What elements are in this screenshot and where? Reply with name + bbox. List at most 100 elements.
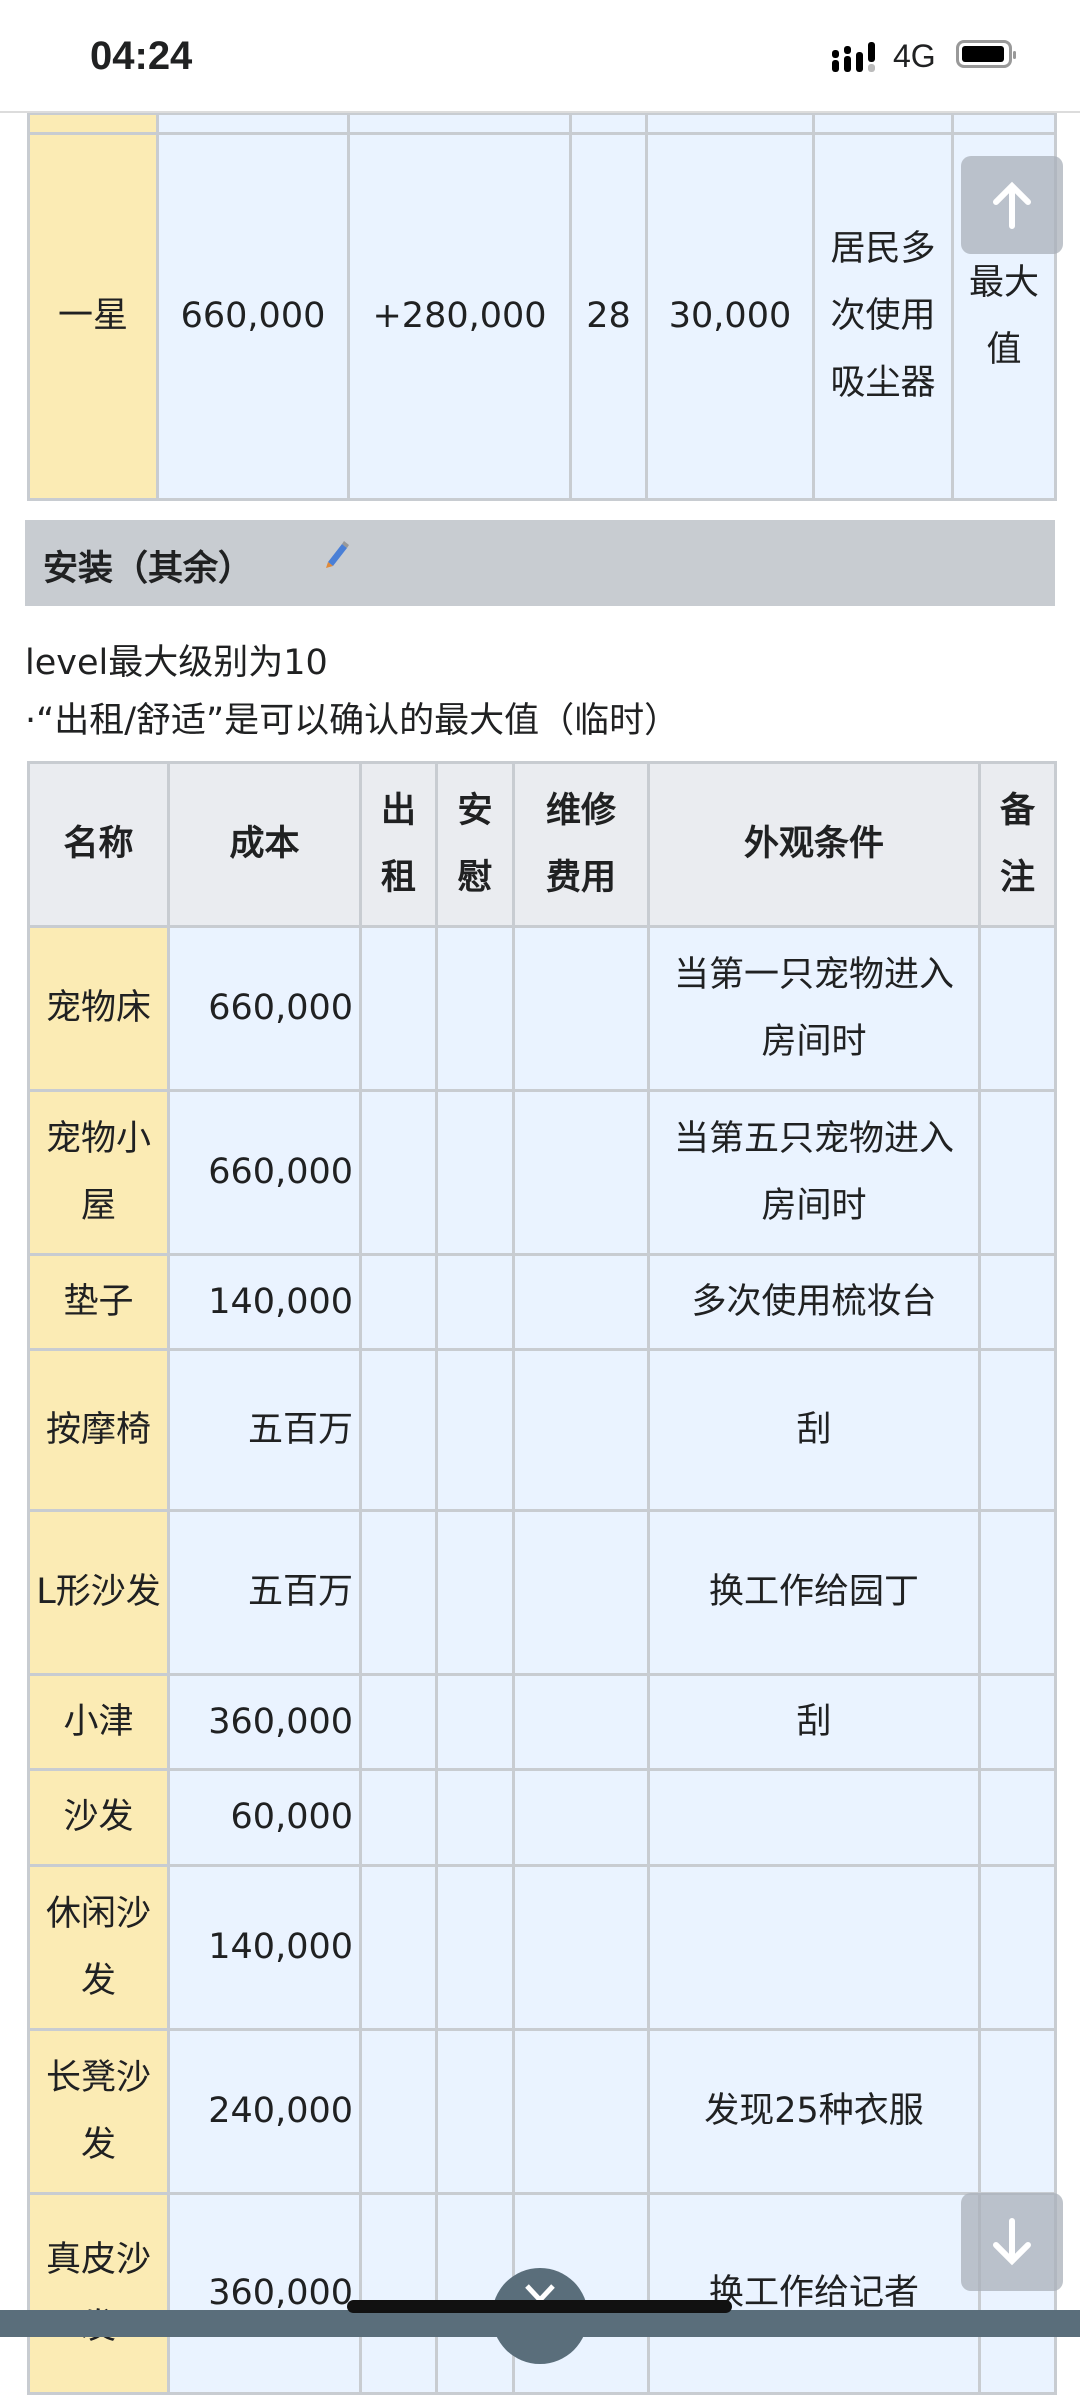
value-cell: 28 [569,132,648,501]
cost-cell: 360,000 [167,1673,362,1771]
table-row: 宠物小屋 660,000 当第五只宠物进入房间时 [27,1089,1057,1256]
rent-cell [359,1768,438,1867]
upkeep-cell [512,1348,650,1512]
table-row: 垫子 140,000 多次使用梳妆台 [27,1253,1057,1351]
cost-cell: 660,000 [167,925,362,1092]
condition-cell: 换工作给园丁 [647,1509,981,1676]
rent-cell [359,1673,438,1771]
cost-cell: 240,000 [167,2028,362,2195]
scroll-up-button[interactable] [961,156,1063,254]
upkeep-cell [512,925,650,1092]
name-cell: 垫子 [27,1253,170,1351]
rent-cell [359,1089,438,1256]
status-bar: 04:24 4G [0,0,1080,113]
condition-cell: 换工作给记者 [647,2192,981,2395]
comfort-cell [435,1089,515,1256]
name-cell: L形沙发 [27,1509,170,1676]
name-cell [27,112,159,135]
name-cell: 小津 [27,1673,170,1771]
scroll-down-button[interactable] [961,2193,1063,2291]
comfort-cell [435,1864,515,2031]
table-row: 宠物床 660,000 当第一只宠物进入房间时 [27,925,1057,1092]
cost-cell: 140,000 [167,1864,362,2031]
section-title: 安装（其余） [43,549,254,589]
arrow-down-icon [993,2218,1031,2266]
rent-cell [359,1509,438,1676]
comfort-cell [435,1509,515,1676]
name-cell: 一星 [27,132,159,501]
increment-cell: +280,000 [347,132,572,501]
comfort-cell [435,2028,515,2195]
condition-cell: 居民多次使用吸尘器 [812,132,954,501]
cost-cell: 五百万 [167,1509,362,1676]
note-cell [978,925,1057,1092]
table-row: L形沙发 五百万 换工作给园丁 [27,1509,1057,1676]
note-max-level: level最大级别为10 [25,643,328,683]
name-cell: 宠物小屋 [27,1089,170,1256]
note-max-values: ·“出租/舒适”是可以确认的最大值（临时） [25,701,680,741]
table-row: 按摩椅 五百万 刮 [27,1348,1057,1512]
upkeep-cell [512,1768,650,1867]
name-cell: 休闲沙发 [27,1864,170,2031]
condition-cell: 当第一只宠物进入房间时 [647,925,981,1092]
upkeep-cell [512,1673,650,1771]
signal-icon [832,42,875,72]
section-header: 安装（其余） [25,520,1055,606]
condition-cell: 刮 [647,1348,981,1512]
note-cell [978,1673,1057,1771]
condition-cell [647,1864,981,2031]
header-upkeep: 维修费用 [512,761,650,928]
note-cell [978,2028,1057,2195]
table-row: 长凳沙发 240,000 发现25种衣服 [27,2028,1057,2195]
name-cell: 沙发 [27,1768,170,1867]
note-cell [978,1509,1057,1676]
bottom-toolbar [0,2310,1080,2337]
upkeep-cell [512,1089,650,1256]
home-indicator[interactable] [347,2300,732,2313]
header-cost: 成本 [167,761,362,928]
table-row [27,112,1057,135]
note-cell [978,1253,1057,1351]
header-comfort: 安慰 [435,761,515,928]
cost-cell: 660,000 [156,132,350,501]
header-rent: 出租 [359,761,438,928]
name-cell: 长凳沙发 [27,2028,170,2195]
status-time: 04:24 [90,34,193,78]
rent-cell [359,925,438,1092]
header-note: 备注 [978,761,1057,928]
comfort-cell [435,925,515,1092]
note-cell [978,1089,1057,1256]
table-row: 小津 360,000 刮 [27,1673,1057,1771]
header-condition: 外观条件 [647,761,981,928]
rent-cell [359,2028,438,2195]
upkeep-cell: 30,000 [645,132,815,501]
upkeep-cell [512,1509,650,1676]
note-cell [978,1864,1057,2031]
note-cell [978,1348,1057,1512]
condition-cell: 发现25种衣服 [647,2028,981,2195]
cost-cell: 660,000 [167,1089,362,1256]
name-cell: 真皮沙发 [27,2192,170,2395]
arrow-up-icon [993,181,1031,229]
upkeep-cell [512,1253,650,1351]
table-row: 一星 660,000 +280,000 28 30,000 居民多次使用吸尘器 … [27,132,1057,501]
furniture-table: 名称 成本 出租 安慰 维修费用 外观条件 备注 宠物床 660,000 当第一只宠… [27,761,1057,2395]
table-row: 休闲沙发 140,000 [27,1864,1057,2031]
table-header-row: 名称 成本 出租 安慰 维修费用 外观条件 备注 [27,761,1057,928]
pencil-icon[interactable] [322,538,352,568]
condition-cell: 刮 [647,1673,981,1771]
cost-cell: 360,000 [167,2192,362,2395]
condition-cell [647,1768,981,1867]
network-type: 4G [893,38,936,74]
upgrade-table: 一星 660,000 +280,000 28 30,000 居民多次使用吸尘器 … [27,112,1057,501]
comfort-cell [435,1673,515,1771]
cost-cell: 140,000 [167,1253,362,1351]
rent-cell [359,2192,438,2395]
name-cell: 按摩椅 [27,1348,170,1512]
comfort-cell [435,1253,515,1351]
rent-cell [359,1348,438,1512]
rent-cell [359,1864,438,2031]
condition-cell: 当第五只宠物进入房间时 [647,1089,981,1256]
header-name: 名称 [27,761,170,928]
rent-cell [359,1253,438,1351]
